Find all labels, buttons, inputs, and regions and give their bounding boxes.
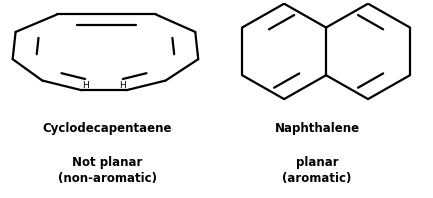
Text: H: H <box>82 81 88 90</box>
Text: Cyclodecapentaene: Cyclodecapentaene <box>43 122 172 135</box>
Text: Not planar
(non-aromatic): Not planar (non-aromatic) <box>58 156 157 185</box>
Text: Naphthalene: Naphthalene <box>275 122 359 135</box>
Text: H: H <box>120 81 126 90</box>
Text: planar
(aromatic): planar (aromatic) <box>282 156 352 185</box>
